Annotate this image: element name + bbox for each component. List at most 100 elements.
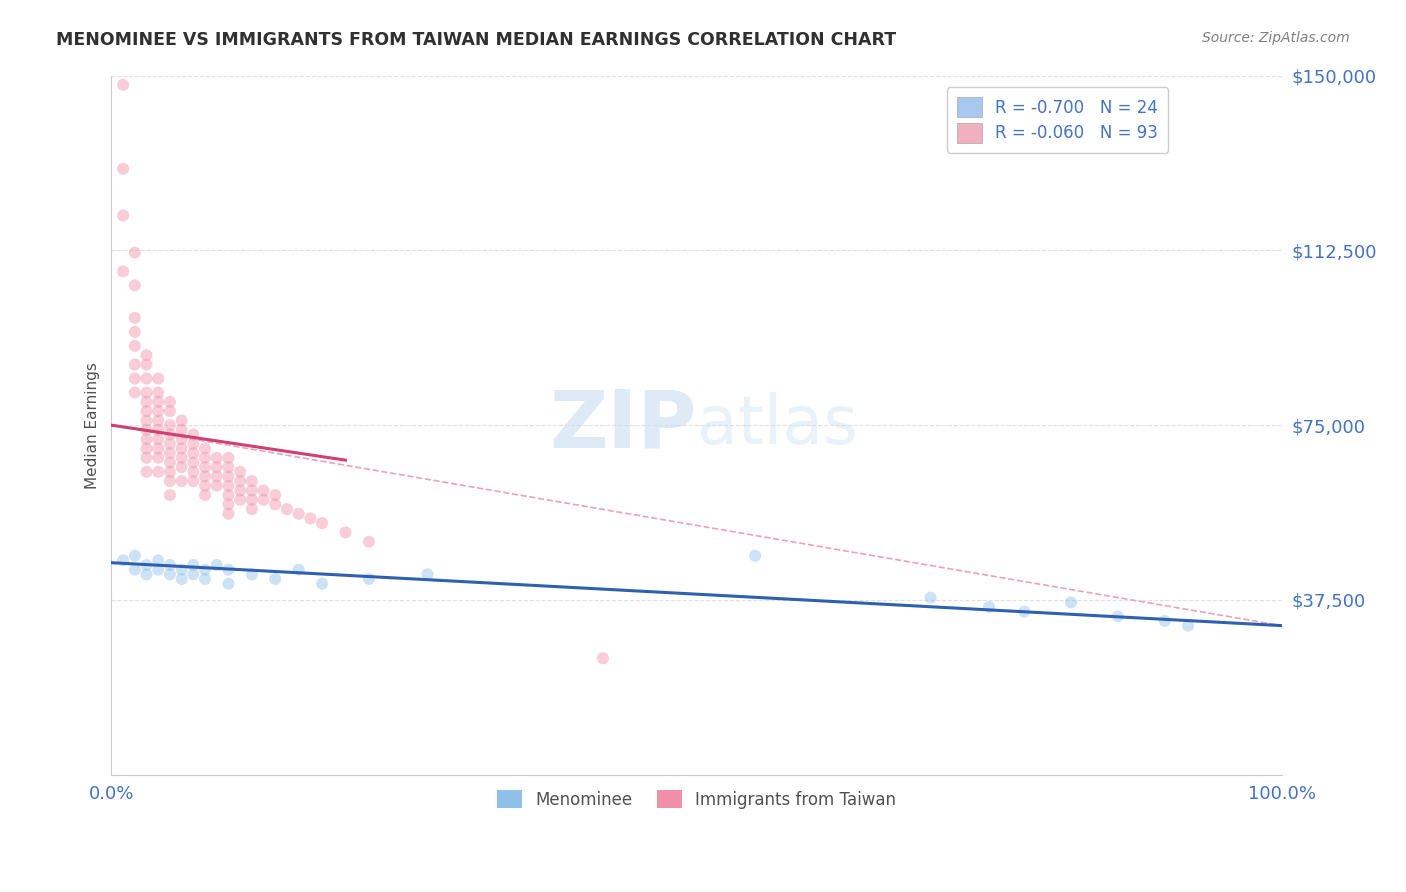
Point [194,442,217,456]
Point [1060,595,1083,609]
Point [287,563,309,577]
Point [135,450,157,465]
Point [159,446,181,460]
Point [170,572,193,586]
Point [124,549,146,563]
Point [148,442,170,456]
Point [124,278,146,293]
Text: ZIP: ZIP [550,386,696,464]
Point [264,497,287,511]
Point [1153,614,1175,628]
Point [148,385,170,400]
Point [135,395,157,409]
Point [217,450,239,465]
Point [1107,609,1129,624]
Point [252,492,274,507]
Point [124,358,146,372]
Point [194,450,217,465]
Point [148,563,170,577]
Point [744,549,766,563]
Point [357,534,380,549]
Point [194,488,217,502]
Point [112,553,135,567]
Point [229,465,252,479]
Point [240,483,263,498]
Point [205,479,228,493]
Point [135,404,157,418]
Point [112,264,135,278]
Point [135,348,157,362]
Point [148,404,170,418]
Point [311,516,333,530]
Point [159,488,181,502]
Point [112,78,135,92]
Point [135,465,157,479]
Point [183,437,205,451]
Point [159,567,181,582]
Point [229,492,252,507]
Point [135,385,157,400]
Point [148,413,170,427]
Point [124,325,146,339]
Point [1012,605,1035,619]
Point [183,474,205,488]
Point [124,563,146,577]
Text: Source: ZipAtlas.com: Source: ZipAtlas.com [1202,31,1350,45]
Point [979,599,1001,614]
Point [240,567,263,582]
Point [170,450,193,465]
Point [416,567,439,582]
Point [229,483,252,498]
Point [217,469,239,483]
Point [135,432,157,446]
Point [148,553,170,567]
Point [170,413,193,427]
Point [205,460,228,475]
Point [135,358,157,372]
Point [135,423,157,437]
Point [183,567,205,582]
Point [159,404,181,418]
Point [135,371,157,385]
Point [148,450,170,465]
Point [183,465,205,479]
Point [229,474,252,488]
Point [135,558,157,572]
Point [148,423,170,437]
Point [135,442,157,456]
Point [920,591,942,605]
Text: MENOMINEE VS IMMIGRANTS FROM TAIWAN MEDIAN EARNINGS CORRELATION CHART: MENOMINEE VS IMMIGRANTS FROM TAIWAN MEDI… [56,31,897,49]
Point [124,245,146,260]
Point [159,437,181,451]
Point [217,507,239,521]
Point [112,208,135,222]
Point [240,474,263,488]
Point [194,572,217,586]
Point [170,442,193,456]
Point [159,427,181,442]
Y-axis label: Median Earnings: Median Earnings [86,362,100,489]
Point [1177,618,1199,632]
Point [264,572,287,586]
Point [311,576,333,591]
Point [170,474,193,488]
Point [159,455,181,469]
Legend: Menominee, Immigrants from Taiwan: Menominee, Immigrants from Taiwan [491,783,903,815]
Point [287,507,309,521]
Point [183,446,205,460]
Point [205,469,228,483]
Point [148,395,170,409]
Point [264,488,287,502]
Point [194,460,217,475]
Point [205,450,228,465]
Point [335,525,357,540]
Point [217,488,239,502]
Point [217,497,239,511]
Point [148,371,170,385]
Point [217,576,239,591]
Point [276,502,298,516]
Point [183,558,205,572]
Point [159,395,181,409]
Point [194,563,217,577]
Point [170,563,193,577]
